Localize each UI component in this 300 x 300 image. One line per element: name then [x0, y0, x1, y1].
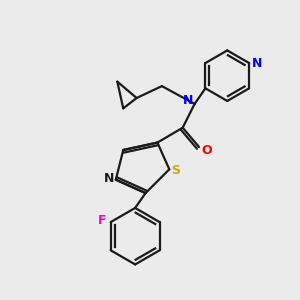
Text: S: S — [171, 164, 180, 177]
Text: N: N — [104, 172, 115, 185]
Text: O: O — [201, 143, 212, 157]
Text: N: N — [183, 94, 193, 107]
Text: F: F — [98, 214, 106, 227]
Text: N: N — [252, 57, 263, 70]
